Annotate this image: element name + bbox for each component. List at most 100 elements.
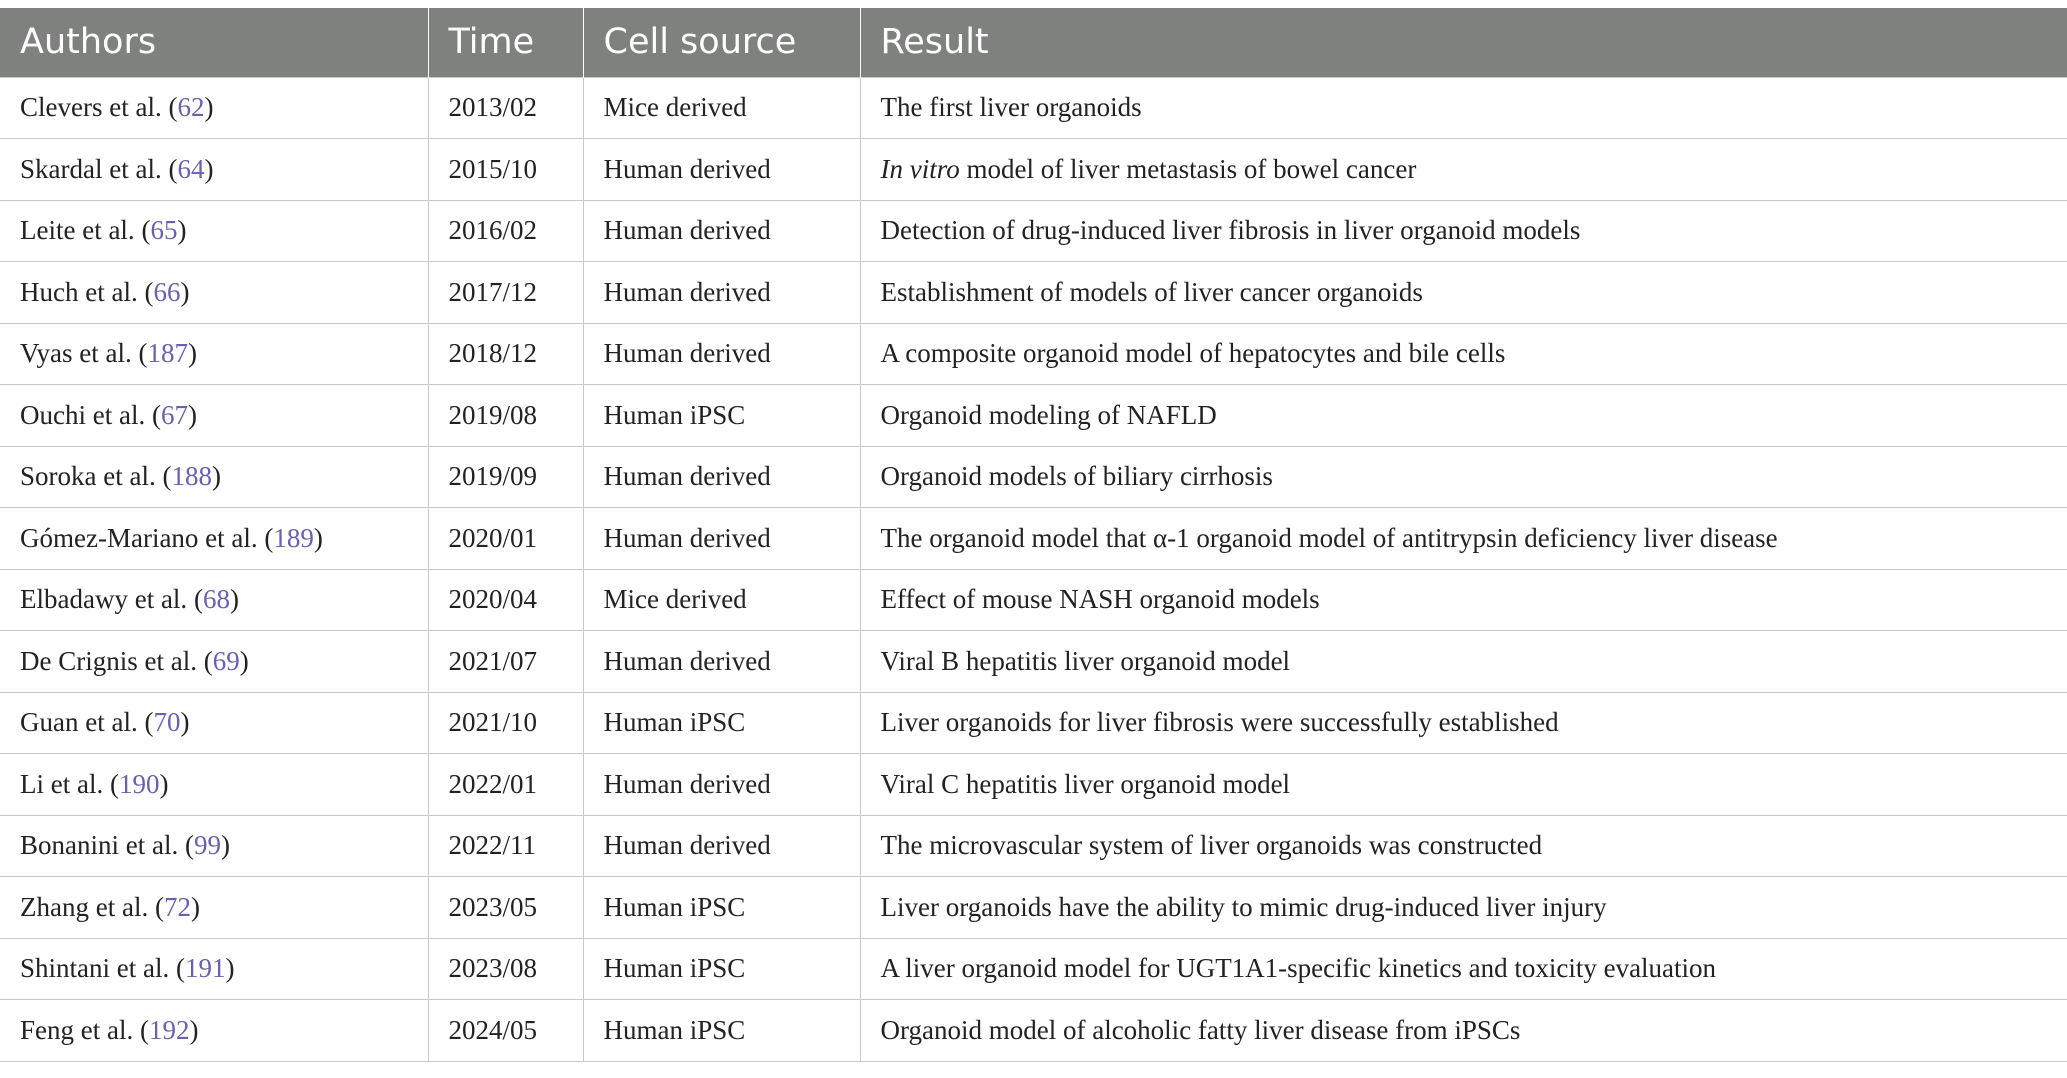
cell-source: Human derived — [582, 445, 861, 508]
cell-result: Viral C hepatitis liver organoid model — [859, 753, 2067, 816]
cell-source: Human iPSC — [582, 876, 861, 939]
cell-result: A composite organoid model of hepatocyte… — [859, 322, 2067, 385]
cell-authors: Skardal et al. (64) — [0, 138, 429, 201]
cell-time: 2022/11 — [427, 814, 584, 877]
reference-link[interactable]: 192 — [148, 1014, 190, 1045]
cell-source: Mice derived — [582, 568, 861, 631]
reference-link[interactable]: 190 — [118, 768, 160, 799]
reference-link[interactable]: 188 — [171, 461, 212, 492]
result-text: Viral B hepatitis liver organoid model — [880, 645, 1291, 676]
reference-link[interactable]: 69 — [212, 645, 240, 676]
cell-authors: Zhang et al. (72) — [0, 876, 429, 939]
cell-result: Viral B hepatitis liver organoid model — [859, 630, 2067, 693]
reference-link[interactable]: 66 — [153, 276, 181, 307]
reference-link[interactable]: 62 — [177, 92, 205, 123]
reference-link[interactable]: 191 — [184, 953, 226, 984]
result-text: Organoid modeling of NAFLD — [880, 399, 1217, 430]
author-name: Elbadawy et al. — [20, 584, 188, 615]
cell-authors: Vyas et al. (187) — [0, 322, 429, 385]
cell-result: Detection of drug-induced liver fibrosis… — [859, 199, 2067, 262]
cell-time: 2020/04 — [427, 568, 584, 631]
table-row: Soroka et al. (188) 2019/09 Human derived O… — [0, 445, 2067, 508]
table-header: Authors Time Cell source Result — [0, 8, 2067, 77]
cell-time: 2013/02 — [427, 76, 584, 139]
cell-source: Human iPSC — [582, 691, 861, 754]
cell-authors: Elbadawy et al. (68) — [0, 568, 429, 631]
cell-source: Human derived — [582, 630, 861, 693]
cell-result: The organoid model that α-1 organoid mod… — [859, 507, 2067, 570]
cell-source: Human derived — [582, 261, 861, 324]
reference-link[interactable]: 68 — [202, 584, 230, 615]
result-italic-term: In vitro — [880, 153, 960, 184]
author-name: De Crignis et al. — [20, 645, 197, 676]
author-name: Soroka et al. — [20, 461, 156, 492]
reference-link[interactable]: 65 — [150, 215, 178, 246]
table-row: Gómez-Mariano et al. (189) 2020/01 Human d… — [0, 507, 2067, 570]
cell-time: 2019/09 — [427, 445, 584, 508]
reference-link[interactable]: 187 — [147, 338, 188, 369]
header-authors: Authors — [0, 8, 429, 77]
header-cell-source: Cell source — [583, 8, 861, 77]
cell-result: Establishment of models of liver cancer … — [859, 261, 2067, 324]
result-text: A liver organoid model for UGT1A1-specif… — [880, 953, 1717, 984]
author-name: Shintani et al. — [20, 953, 170, 984]
author-name: Bonanini et al. — [20, 830, 179, 861]
table-row: Ouchi et al. (67) 2019/08 Human iPSC Organo… — [0, 384, 2067, 447]
table-row: Shintani et al. (191) 2023/08 Human iPSC A … — [0, 937, 2067, 1000]
author-name: Guan et al. — [20, 707, 138, 738]
cell-source: Human derived — [582, 507, 861, 570]
cell-authors: Guan et al. (70) — [0, 691, 429, 754]
author-name: Li et al. — [20, 768, 104, 799]
reference-link[interactable]: 64 — [177, 153, 205, 184]
author-name: Feng et al. — [20, 1014, 134, 1045]
result-text: The organoid model that α-1 organoid mod… — [880, 522, 1778, 553]
reference-link[interactable]: 72 — [163, 891, 191, 922]
cell-source: Human derived — [582, 138, 861, 201]
cell-authors: Gómez-Mariano et al. (189) — [0, 507, 429, 570]
cell-source: Human derived — [582, 814, 861, 877]
cell-time: 2023/05 — [427, 876, 584, 939]
table-row: Feng et al. (192) 2024/05 Human iPSC Organo… — [0, 999, 2067, 1062]
result-text: Liver organoids for liver fibrosis were … — [880, 707, 1559, 738]
reference-link[interactable]: 67 — [160, 399, 188, 430]
cell-authors: Ouchi et al. (67) — [0, 384, 429, 447]
cell-result: The microvascular system of liver organo… — [859, 814, 2067, 877]
cell-source: Human iPSC — [582, 999, 861, 1062]
cell-time: 2021/10 — [427, 691, 584, 754]
table-row: Vyas et al. (187) 2018/12 Human derived A c… — [0, 322, 2067, 385]
result-text: Viral C hepatitis liver organoid model — [880, 768, 1291, 799]
cell-time: 2019/08 — [427, 384, 584, 447]
cell-authors: Huch et al. (66) — [0, 261, 429, 324]
author-name: Ouchi et al. — [20, 399, 146, 430]
cell-result: Organoid modeling of NAFLD — [859, 384, 2067, 447]
cell-source: Human iPSC — [582, 937, 861, 1000]
cell-result: Effect of mouse NASH organoid models — [859, 568, 2067, 631]
reference-link[interactable]: 189 — [273, 522, 314, 553]
author-name: Zhang et al. — [20, 891, 149, 922]
cell-time: 2023/08 — [427, 937, 584, 1000]
table-row: Li et al. (190) 2022/01 Human derived Viral… — [0, 753, 2067, 816]
table-row: Huch et al. (66) 2017/12 Human derived Esta… — [0, 261, 2067, 324]
result-text: The first liver organoids — [880, 92, 1142, 123]
cell-authors: De Crignis et al. (69) — [0, 630, 429, 693]
result-text: model of liver metastasis of bowel cance… — [959, 153, 1417, 184]
reference-link[interactable]: 99 — [193, 830, 221, 861]
result-text: The microvascular system of liver organo… — [880, 830, 1543, 861]
table-row: Elbadawy et al. (68) 2020/04 Mice derived E… — [0, 568, 2067, 631]
cell-result: Liver organoids for liver fibrosis were … — [859, 691, 2067, 754]
cell-result: Organoid models of biliary cirrhosis — [859, 445, 2067, 508]
author-name: Clevers et al. — [20, 92, 162, 123]
cell-time: 2024/05 — [427, 999, 584, 1062]
author-name: Gómez-Mariano et al. — [20, 522, 258, 553]
cell-time: 2015/10 — [427, 138, 584, 201]
result-text: A composite organoid model of hepatocyte… — [880, 338, 1506, 369]
result-text: Establishment of models of liver cancer … — [880, 276, 1423, 307]
reference-link[interactable]: 70 — [153, 707, 181, 738]
cell-result: The first liver organoids — [859, 76, 2067, 139]
table-row: Skardal et al. (64) 2015/10 Human derived I… — [0, 138, 2067, 201]
header-result: Result — [860, 8, 2067, 77]
cell-source: Human derived — [582, 753, 861, 816]
result-text: Detection of drug-induced liver fibrosis… — [880, 215, 1581, 246]
header-row: Authors Time Cell source Result — [0, 8, 2067, 77]
table-row: Leite et al. (65) 2016/02 Human derived Det… — [0, 199, 2067, 262]
